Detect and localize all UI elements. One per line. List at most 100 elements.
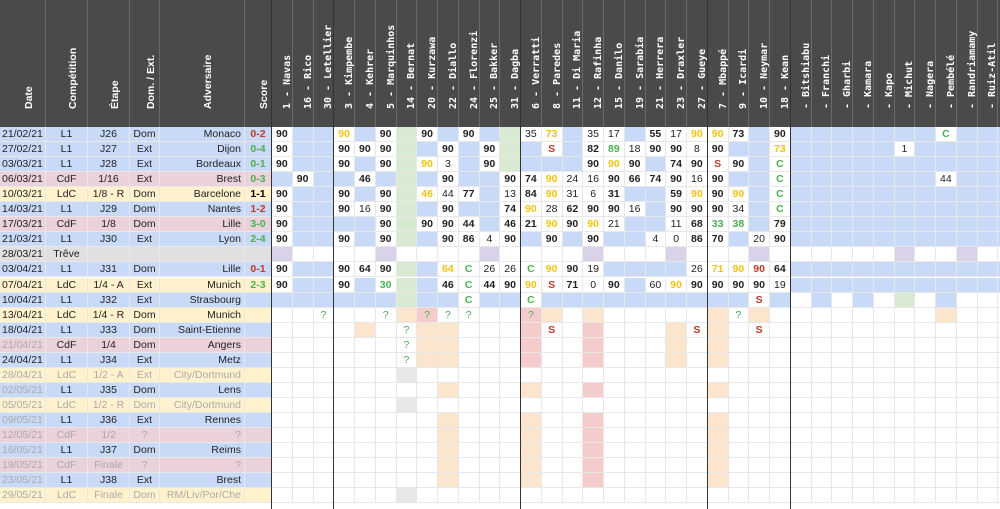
player-minutes-cell[interactable] bbox=[811, 397, 833, 413]
player-minutes-cell[interactable] bbox=[749, 142, 770, 158]
player-minutes-cell[interactable] bbox=[790, 428, 812, 444]
player-minutes-cell[interactable] bbox=[645, 337, 667, 353]
player-minutes-cell[interactable] bbox=[853, 172, 874, 188]
player-minutes-cell[interactable] bbox=[687, 307, 708, 323]
player-minutes-cell[interactable]: 90 bbox=[541, 262, 563, 278]
player-minutes-cell[interactable] bbox=[853, 292, 874, 308]
player-minutes-cell[interactable] bbox=[707, 458, 729, 474]
column-header-competition[interactable]: Compétition bbox=[46, 0, 88, 127]
player-minutes-cell[interactable] bbox=[604, 352, 625, 368]
player-minutes-cell[interactable] bbox=[998, 187, 1000, 203]
player-minutes-cell[interactable] bbox=[458, 247, 480, 263]
player-minutes-cell[interactable] bbox=[790, 247, 812, 263]
player-minutes-cell[interactable] bbox=[438, 382, 459, 398]
player-minutes-cell[interactable] bbox=[583, 292, 604, 308]
player-minutes-cell[interactable] bbox=[790, 142, 812, 158]
player-minutes-cell[interactable] bbox=[977, 307, 999, 323]
player-minutes-cell[interactable] bbox=[853, 443, 874, 459]
player-minutes-cell[interactable] bbox=[417, 352, 438, 368]
player-minutes-cell[interactable] bbox=[521, 458, 542, 474]
player-minutes-cell[interactable] bbox=[355, 473, 376, 489]
match-adv[interactable]: City/Dortmund bbox=[160, 367, 245, 383]
player-minutes-cell[interactable] bbox=[521, 322, 542, 338]
player-minutes-cell[interactable] bbox=[728, 142, 750, 158]
player-minutes-cell[interactable] bbox=[873, 397, 895, 413]
player-minutes-cell[interactable] bbox=[583, 458, 604, 474]
player-minutes-cell[interactable] bbox=[894, 187, 916, 203]
player-minutes-cell[interactable] bbox=[915, 172, 936, 188]
player-minutes-cell[interactable]: S bbox=[541, 322, 563, 338]
player-minutes-cell[interactable] bbox=[604, 428, 625, 444]
player-minutes-cell[interactable]: 90 bbox=[417, 157, 438, 173]
player-minutes-cell[interactable] bbox=[936, 412, 957, 428]
player-minutes-cell[interactable] bbox=[458, 412, 480, 428]
player-header[interactable]: 15 - Danilo bbox=[604, 0, 625, 127]
player-minutes-cell[interactable]: 90 bbox=[707, 142, 729, 158]
player-minutes-cell[interactable] bbox=[334, 397, 355, 413]
player-minutes-cell[interactable] bbox=[853, 367, 874, 383]
player-minutes-cell[interactable] bbox=[770, 352, 791, 368]
player-minutes-cell[interactable] bbox=[479, 488, 501, 504]
player-minutes-cell[interactable] bbox=[790, 292, 812, 308]
match-adv[interactable] bbox=[160, 247, 245, 263]
player-minutes-cell[interactable] bbox=[687, 382, 708, 398]
player-minutes-cell[interactable] bbox=[936, 352, 957, 368]
player-minutes-cell[interactable] bbox=[915, 443, 936, 459]
player-minutes-cell[interactable] bbox=[292, 292, 314, 308]
match-adv[interactable]: ? bbox=[160, 458, 245, 474]
player-minutes-cell[interactable] bbox=[604, 412, 625, 428]
player-minutes-cell[interactable]: 90 bbox=[417, 217, 438, 233]
player-minutes-cell[interactable] bbox=[977, 488, 999, 504]
player-minutes-cell[interactable] bbox=[479, 172, 501, 188]
player-minutes-cell[interactable] bbox=[749, 397, 770, 413]
player-minutes-cell[interactable] bbox=[292, 307, 314, 323]
player-minutes-cell[interactable] bbox=[707, 428, 729, 444]
player-minutes-cell[interactable] bbox=[811, 443, 833, 459]
player-minutes-cell[interactable] bbox=[562, 428, 584, 444]
player-minutes-cell[interactable] bbox=[998, 247, 1000, 263]
player-minutes-cell[interactable] bbox=[811, 458, 833, 474]
player-minutes-cell[interactable]: 71 bbox=[707, 262, 729, 278]
player-minutes-cell[interactable] bbox=[458, 382, 480, 398]
player-minutes-cell[interactable] bbox=[956, 488, 978, 504]
player-minutes-cell[interactable] bbox=[770, 337, 791, 353]
player-minutes-cell[interactable] bbox=[313, 352, 335, 368]
player-minutes-cell[interactable] bbox=[604, 397, 625, 413]
player-minutes-cell[interactable] bbox=[396, 412, 418, 428]
player-minutes-cell[interactable] bbox=[728, 292, 750, 308]
player-minutes-cell[interactable] bbox=[313, 277, 335, 293]
player-minutes-cell[interactable] bbox=[479, 292, 501, 308]
player-minutes-cell[interactable]: 90 bbox=[707, 172, 729, 188]
player-minutes-cell[interactable] bbox=[500, 247, 521, 263]
player-minutes-cell[interactable] bbox=[292, 412, 314, 428]
player-minutes-cell[interactable] bbox=[458, 458, 480, 474]
player-minutes-cell[interactable] bbox=[313, 488, 335, 504]
player-minutes-cell[interactable]: S bbox=[687, 322, 708, 338]
match-adv[interactable]: Brest bbox=[160, 473, 245, 489]
player-minutes-cell[interactable] bbox=[562, 157, 584, 173]
player-minutes-cell[interactable] bbox=[313, 322, 335, 338]
player-minutes-cell[interactable] bbox=[583, 307, 604, 323]
player-minutes-cell[interactable] bbox=[666, 247, 687, 263]
player-minutes-cell[interactable]: 16 bbox=[624, 202, 646, 218]
player-minutes-cell[interactable] bbox=[417, 247, 438, 263]
player-minutes-cell[interactable] bbox=[604, 292, 625, 308]
player-minutes-cell[interactable]: 35 bbox=[521, 127, 542, 143]
player-minutes-cell[interactable] bbox=[292, 202, 314, 218]
player-minutes-cell[interactable] bbox=[790, 352, 812, 368]
player-minutes-cell[interactable] bbox=[728, 337, 750, 353]
match-adv[interactable]: Lille bbox=[160, 217, 245, 233]
player-minutes-cell[interactable] bbox=[541, 428, 563, 444]
player-minutes-cell[interactable] bbox=[873, 262, 895, 278]
player-minutes-cell[interactable]: 90 bbox=[604, 277, 625, 293]
player-minutes-cell[interactable] bbox=[562, 412, 584, 428]
player-minutes-cell[interactable] bbox=[998, 217, 1000, 233]
player-minutes-cell[interactable] bbox=[521, 337, 542, 353]
player-minutes-cell[interactable] bbox=[292, 352, 314, 368]
player-minutes-cell[interactable] bbox=[479, 443, 501, 459]
player-minutes-cell[interactable]: 46 bbox=[500, 217, 521, 233]
player-minutes-cell[interactable] bbox=[873, 202, 895, 218]
player-minutes-cell[interactable] bbox=[915, 232, 936, 248]
player-minutes-cell[interactable]: 46 bbox=[438, 277, 459, 293]
player-minutes-cell[interactable] bbox=[998, 473, 1000, 489]
